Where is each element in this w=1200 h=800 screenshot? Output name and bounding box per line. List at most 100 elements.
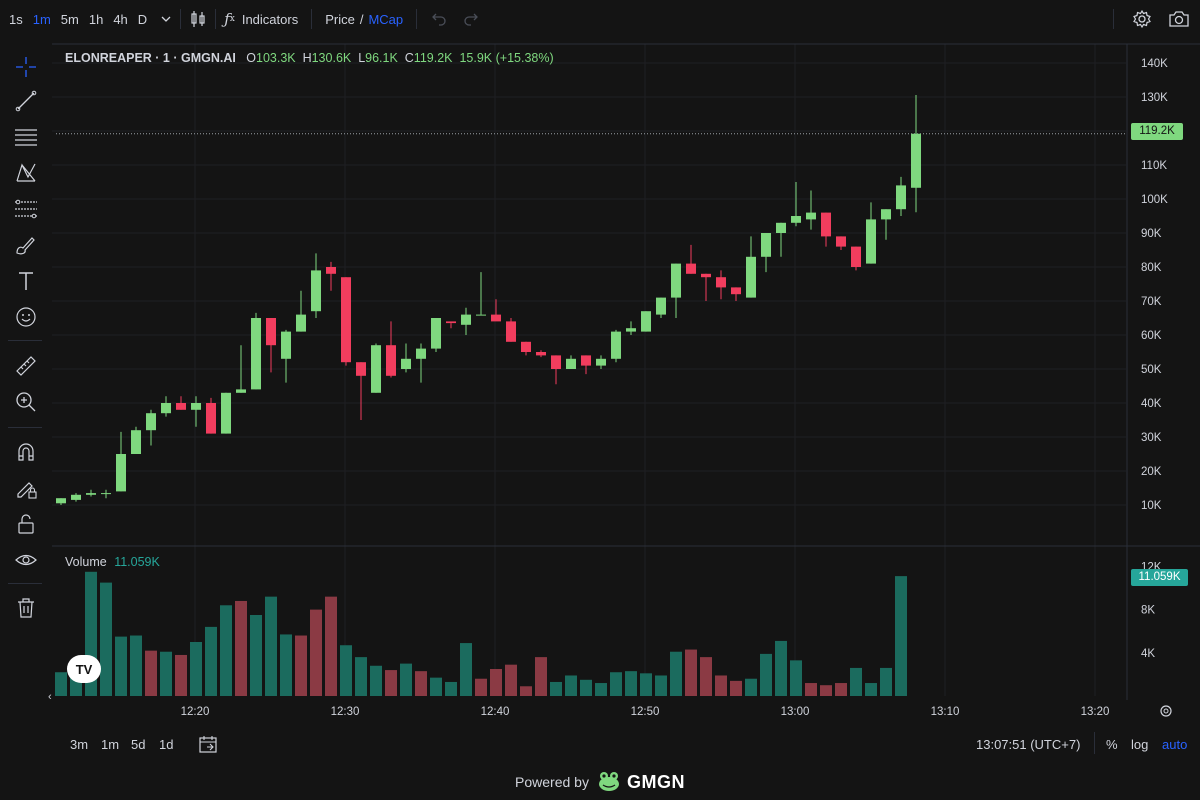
volume-bar <box>625 671 637 696</box>
candle-body <box>266 318 276 346</box>
log-toggle[interactable]: log <box>1131 737 1149 752</box>
divider <box>416 9 418 29</box>
settings-gear-icon[interactable] <box>1132 9 1152 29</box>
unlock-icon[interactable] <box>10 508 42 540</box>
text-icon[interactable] <box>10 265 42 297</box>
candle-body <box>296 314 306 332</box>
candle-body <box>176 403 186 410</box>
camera-screenshot-icon[interactable] <box>1168 10 1190 28</box>
volume-bar <box>880 667 892 696</box>
price-axis-label: 50K <box>1141 364 1162 376</box>
divider <box>180 9 182 29</box>
time-axis-label: 13:10 <box>931 706 960 718</box>
volume-label[interactable]: Volume <box>65 555 107 569</box>
volume-bar <box>670 651 682 696</box>
price-mcap-separator: / <box>359 11 364 27</box>
volume-bar <box>760 653 772 696</box>
interval-d[interactable]: D <box>137 11 148 27</box>
price-axis-label: 90K <box>1141 228 1162 240</box>
undo-icon[interactable] <box>431 12 447 26</box>
volume-bar <box>205 626 217 696</box>
candle-body <box>686 263 696 274</box>
auto-toggle[interactable]: auto <box>1162 737 1188 752</box>
range-1m[interactable]: 1m <box>101 737 120 752</box>
candle-body <box>356 362 366 376</box>
ruler-icon[interactable] <box>10 350 42 382</box>
volume-bar <box>115 636 127 696</box>
candle-body <box>551 355 561 369</box>
brush-icon[interactable] <box>10 229 42 261</box>
candle-body <box>446 321 456 324</box>
interval-4h[interactable]: 4h <box>113 11 128 27</box>
pattern-tool-icon[interactable] <box>10 157 42 189</box>
candle-type-icon[interactable] <box>189 9 207 29</box>
axis-settings-icon-center <box>1163 708 1169 714</box>
candle-body <box>221 392 231 434</box>
candle-body <box>701 273 711 278</box>
volume-bar <box>175 654 187 696</box>
fib-retracement-icon[interactable] <box>10 193 42 225</box>
volume-bar <box>865 683 877 696</box>
divider <box>8 340 42 341</box>
volume-bar <box>610 672 622 696</box>
price-axis-label: 30K <box>1141 432 1162 444</box>
candle-body <box>251 318 261 390</box>
close-value: 119.2K <box>413 51 453 65</box>
trend-line-icon[interactable] <box>10 85 42 117</box>
mcap-toggle[interactable]: MCap <box>368 11 404 27</box>
percent-toggle[interactable]: % <box>1106 737 1118 752</box>
redo-icon[interactable] <box>463 12 479 26</box>
candle-body <box>566 358 576 369</box>
volume-bar <box>325 596 337 696</box>
zoom-in-icon[interactable] <box>10 386 42 418</box>
volume-bar <box>745 678 757 696</box>
volume-bar <box>835 683 847 696</box>
time-axis-label: 13:20 <box>1081 706 1110 718</box>
candle-body <box>896 185 906 210</box>
candle-body <box>401 358 411 369</box>
price-axis-label: 70K <box>1141 296 1162 308</box>
gmgn-frog-logo-icon <box>589 770 621 795</box>
volume-bar <box>145 650 157 696</box>
clock-timezone[interactable]: 13:07:51 (UTC+7) <box>976 737 1081 752</box>
candle-body <box>596 358 606 366</box>
candle-body <box>536 352 546 356</box>
lock-drawing-icon[interactable] <box>10 472 42 504</box>
price-toggle[interactable]: Price <box>325 11 355 27</box>
range-3m[interactable]: 3m <box>70 737 89 752</box>
crosshair-icon[interactable] <box>10 51 42 83</box>
magnet-icon[interactable] <box>10 436 42 468</box>
range-1d[interactable]: 1d <box>159 737 174 752</box>
indicators-button[interactable]: Indicators <box>241 11 299 27</box>
interval-5m[interactable]: 5m <box>60 11 79 27</box>
volume-bar <box>565 675 577 696</box>
volume-bar <box>310 609 322 696</box>
candle-body <box>881 209 891 220</box>
interval-1h[interactable]: 1h <box>88 11 104 27</box>
tradingview-logo-icon[interactable]: TV <box>67 655 101 683</box>
emoji-icon[interactable] <box>10 301 42 333</box>
volume-bar <box>55 672 67 696</box>
volume-bar <box>655 675 667 696</box>
goto-date-icon[interactable] <box>198 734 218 757</box>
candle-body <box>416 348 426 359</box>
symbol-title[interactable]: ELONREAPER · 1 · GMGN.AI <box>65 51 236 65</box>
price-axis-label: 140K <box>1141 58 1168 70</box>
candle-body <box>236 389 246 393</box>
horizontal-lines-icon[interactable] <box>10 121 42 153</box>
price-axis-label: 10K <box>1141 500 1162 512</box>
eye-visibility-icon[interactable] <box>10 544 42 576</box>
open-value: 103.3K <box>256 51 296 65</box>
divider <box>1094 732 1095 754</box>
gmgn-brand[interactable]: GMGN <box>626 771 685 792</box>
volume-bar <box>430 677 442 696</box>
range-5d[interactable]: 5d <box>131 737 146 752</box>
volume-value: 11.059K <box>114 555 160 569</box>
interval-1s[interactable]: 1s <box>9 11 23 27</box>
candle-body <box>581 355 591 366</box>
interval-1m[interactable]: 1m <box>32 11 51 27</box>
chevron-down-icon[interactable] <box>160 13 172 25</box>
trash-icon[interactable] <box>10 592 42 624</box>
